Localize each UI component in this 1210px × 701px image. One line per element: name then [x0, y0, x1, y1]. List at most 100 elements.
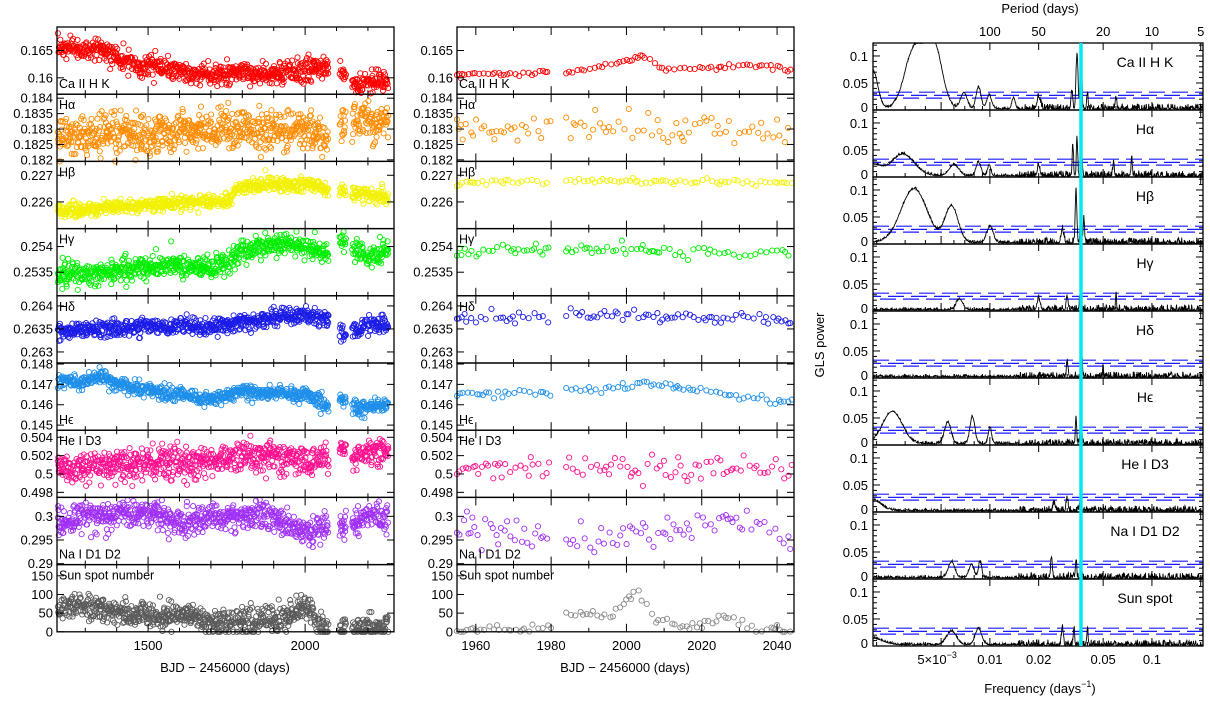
data-point — [67, 32, 74, 39]
data-point — [349, 138, 356, 145]
data-point — [376, 234, 384, 241]
data-point — [133, 107, 140, 114]
data-point — [273, 80, 280, 87]
data-point — [88, 54, 95, 61]
data-point — [324, 61, 331, 68]
data-point — [125, 257, 133, 264]
data-point — [117, 107, 124, 114]
data-point — [63, 56, 70, 63]
data-point — [293, 228, 300, 235]
data-point — [353, 235, 360, 243]
data-point — [74, 36, 81, 43]
series-label: Hϵ — [59, 413, 74, 427]
data-point — [247, 83, 254, 90]
data-point — [341, 124, 348, 131]
data-point — [340, 249, 348, 256]
data-point — [145, 71, 152, 78]
data-point — [311, 229, 318, 236]
data-point — [251, 135, 258, 143]
data-point — [91, 57, 98, 64]
data-point — [308, 107, 315, 114]
data-point — [54, 30, 61, 37]
data-point — [139, 74, 146, 81]
data-point — [273, 255, 280, 262]
y-tick-label: 0.1825 — [13, 137, 53, 152]
data-points — [54, 364, 392, 422]
data-point — [107, 66, 114, 73]
data-point — [301, 257, 308, 264]
data-point — [71, 373, 79, 380]
data-point — [381, 84, 388, 91]
data-point — [149, 253, 156, 260]
data-points — [54, 30, 392, 97]
y-tick-label: 0.146 — [20, 397, 53, 412]
data-point — [74, 286, 81, 293]
y-tick-label: 0.2535 — [13, 265, 53, 280]
data-point — [380, 130, 387, 137]
data-point — [338, 138, 345, 145]
data-point — [157, 62, 164, 69]
data-point — [128, 277, 136, 284]
data-point — [300, 80, 307, 87]
data-points — [54, 167, 392, 221]
data-point — [79, 113, 86, 120]
data-point — [72, 120, 79, 127]
data-point — [59, 118, 66, 125]
data-point — [123, 283, 130, 290]
data-points — [54, 228, 392, 293]
y-tick-label: 0.254 — [20, 239, 53, 254]
data-point — [88, 115, 95, 122]
data-point — [379, 87, 387, 94]
data-point — [120, 40, 127, 47]
data-point — [121, 479, 128, 486]
data-point — [183, 148, 190, 155]
y-tick-label: 0.147 — [20, 377, 53, 392]
series-label: Hγ — [59, 233, 75, 247]
data-point — [268, 107, 275, 114]
data-point — [260, 76, 267, 83]
data-point — [342, 71, 349, 78]
y-tick-label: 0.227 — [20, 168, 53, 183]
data-point — [138, 66, 145, 73]
data-point — [218, 402, 225, 409]
data-point — [252, 232, 259, 239]
data-point — [176, 75, 183, 82]
data-point — [195, 209, 202, 216]
data-point — [150, 79, 157, 86]
data-point — [238, 72, 245, 79]
data-point — [249, 399, 256, 407]
y-tick-label: 0.16 — [28, 70, 53, 85]
data-point — [223, 107, 230, 115]
y-tick-label: 0.182 — [20, 152, 53, 167]
data-point — [358, 89, 365, 97]
data-point — [145, 116, 152, 123]
data-point — [385, 85, 392, 92]
data-point — [294, 54, 301, 61]
data-point — [87, 121, 94, 128]
data-point — [117, 195, 124, 202]
data-point — [214, 333, 221, 340]
data-point — [362, 70, 369, 77]
data-point — [192, 66, 199, 73]
data-point — [256, 102, 263, 109]
data-point — [259, 57, 266, 65]
data-point — [360, 200, 367, 207]
data-point — [317, 410, 324, 417]
data-point — [72, 150, 79, 158]
data-point — [144, 69, 151, 76]
data-point — [199, 66, 206, 73]
data-point — [223, 56, 231, 63]
data-point — [256, 80, 264, 87]
series-label: Hα — [59, 98, 75, 112]
data-point — [297, 62, 304, 69]
data-point — [359, 86, 366, 93]
data-point — [318, 258, 325, 265]
data-point — [105, 47, 112, 54]
data-point — [377, 74, 384, 81]
data-point — [384, 134, 392, 141]
data-point — [98, 108, 105, 115]
